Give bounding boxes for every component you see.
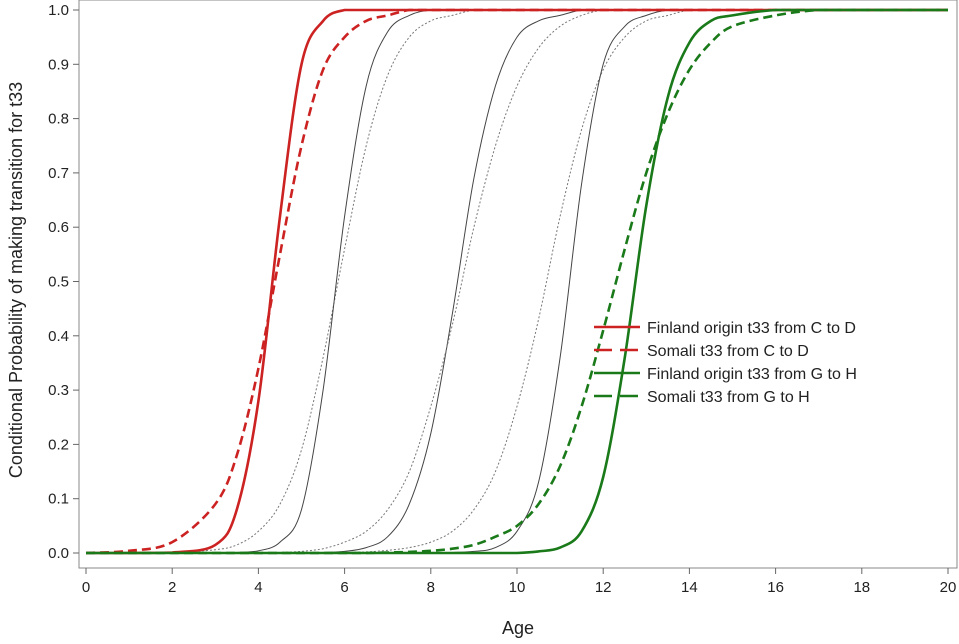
x-tick-label: 10	[509, 579, 526, 596]
y-tick-label: 0.9	[48, 56, 69, 73]
y-tick-label: 0.8	[48, 111, 69, 128]
x-tick-label: 4	[254, 579, 262, 596]
y-tick-label: 0.0	[48, 545, 69, 562]
series-line-2	[85, 8, 948, 555]
x-tick-label: 0	[82, 579, 90, 596]
y-tick-label: 1.0	[48, 2, 69, 19]
y-axis-title: Conditional Probability of making transi…	[6, 82, 26, 478]
series-lines	[85, 8, 948, 555]
x-tick-label: 12	[595, 579, 612, 596]
series-line-8	[86, 9, 948, 554]
legend-label: Somali t33 from G to H	[647, 389, 810, 406]
x-tick-label: 14	[681, 579, 698, 596]
y-tick-label: 0.4	[48, 328, 69, 345]
legend: Finland origin t33 from C to D Somali t33…	[594, 320, 857, 406]
plot-frame	[78, 0, 958, 569]
legend-label: Finland origin t33 from C to D	[647, 320, 856, 337]
y-tick-label: 0.7	[48, 165, 69, 182]
y-tick-label: 0.1	[48, 491, 69, 508]
y-tick-label: 0.5	[48, 274, 69, 291]
series-line-9	[86, 9, 948, 554]
x-tick-label: 20	[940, 579, 957, 596]
y-tick-label: 0.6	[48, 219, 69, 236]
y-tick-label: 0.3	[48, 382, 69, 399]
legend-label: Finland origin t33 from G to H	[647, 366, 857, 383]
x-tick-label: 16	[767, 579, 784, 596]
x-tick-label: 6	[340, 579, 348, 596]
y-tick-labels: 0.0 0.1 0.2 0.3 0.4 0.5 0.6 0.7 0.8 0.9 1.0	[48, 2, 69, 562]
y-tick-label: 0.2	[48, 436, 69, 453]
x-tick-labels: 0 2 4 6 8 10 12 14 16 18 20	[82, 579, 957, 596]
tick-marks	[73, 9, 949, 574]
x-tick-label: 8	[427, 579, 435, 596]
x-axis-title: Age	[502, 618, 534, 638]
legend-label: Somali t33 from C to D	[647, 343, 809, 360]
x-tick-label: 18	[853, 579, 870, 596]
x-tick-label: 2	[168, 579, 176, 596]
series-line-4	[86, 8, 948, 555]
